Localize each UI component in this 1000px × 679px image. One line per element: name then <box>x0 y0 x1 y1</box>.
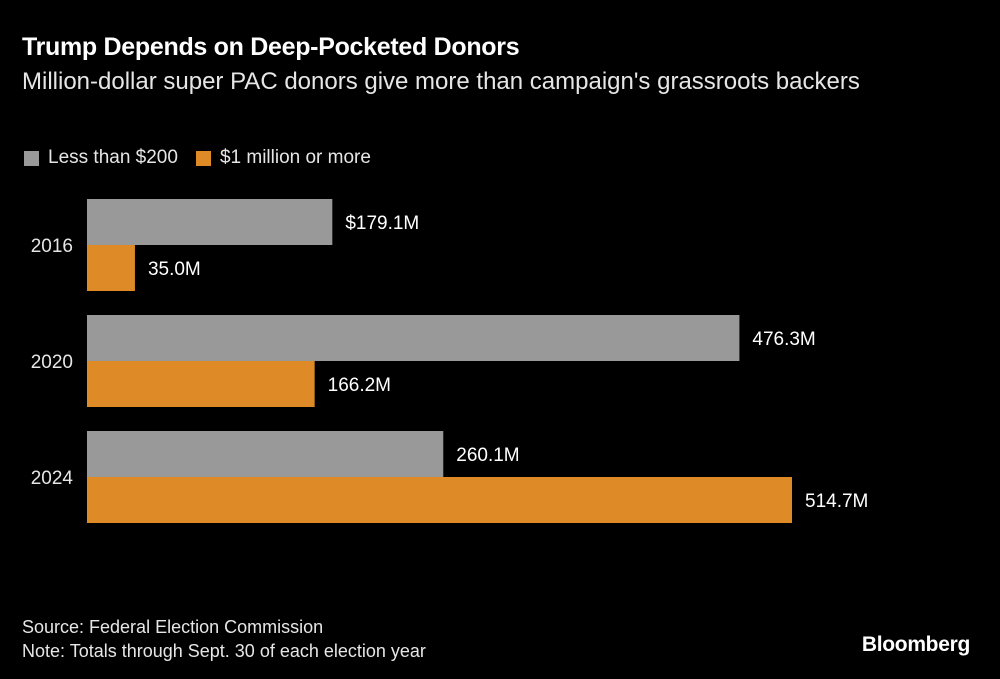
legend-swatch-orange <box>195 150 211 166</box>
data-label: $179.1M <box>345 213 419 234</box>
bar-1-million-or-more <box>87 245 135 291</box>
bar-1-million-or-more <box>87 361 315 407</box>
bar-1-million-or-more <box>87 477 792 523</box>
data-label: 166.2M <box>328 375 391 396</box>
source-note: Source: Federal Election Commission <box>22 617 324 637</box>
chart-title: Trump Depends on Deep-Pocketed Donors <box>22 33 520 61</box>
data-label: 35.0M <box>148 259 201 280</box>
chart-subtitle: Million-dollar super PAC donors give mor… <box>22 68 860 95</box>
footnote: Note: Totals through Sept. 30 of each el… <box>22 641 426 661</box>
category-label: 2016 <box>31 236 73 257</box>
bloomberg-logo: Bloomberg <box>861 633 970 656</box>
legend-swatch-gray <box>24 150 39 166</box>
footer: Source: Federal Election Commission Note… <box>22 615 426 663</box>
category-label: 2020 <box>31 352 73 373</box>
legend-item-million-donors: $1 million or more <box>195 147 371 169</box>
data-label: 260.1M <box>456 445 519 466</box>
category-label: 2024 <box>31 468 74 489</box>
data-label: 476.3M <box>752 329 815 350</box>
bar-less-than-200 <box>87 315 740 361</box>
legend: Less than $200 $1 million or more <box>24 147 389 169</box>
legend-label: $1 million or more <box>219 147 371 168</box>
bar-less-than-200 <box>87 431 444 477</box>
legend-item-small-donors: Less than $200 <box>24 147 178 169</box>
data-label: 514.7M <box>805 491 868 512</box>
legend-label: Less than $200 <box>48 147 178 168</box>
bar-less-than-200 <box>87 199 333 245</box>
